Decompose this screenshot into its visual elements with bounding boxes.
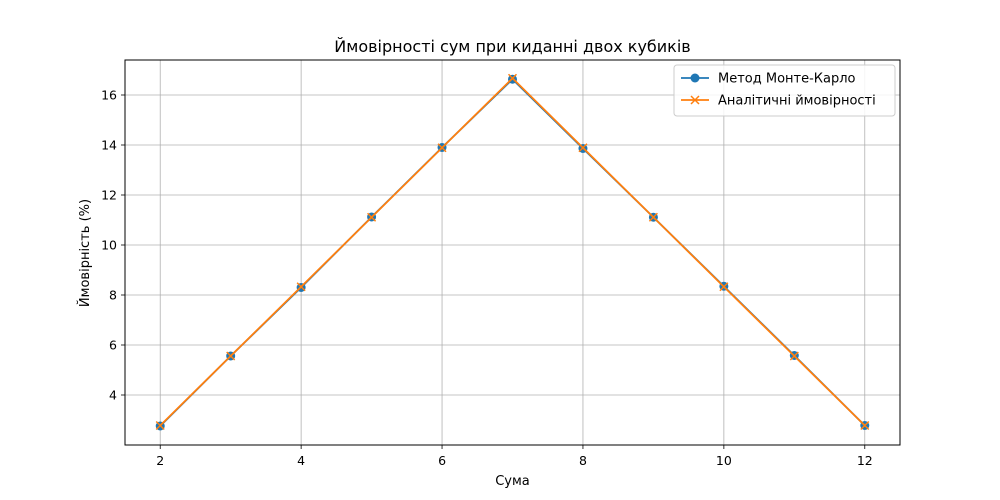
y-tick-label: 10 [101, 238, 117, 253]
series-1 [155, 73, 870, 431]
chart-title: Ймовірності сум при киданні двох кубиків [334, 37, 690, 56]
x-tick-label: 10 [716, 453, 732, 468]
legend-label-monte-carlo: Метод Монте-Карло [718, 72, 856, 87]
y-tick-label: 14 [101, 138, 117, 153]
data-point [578, 143, 588, 153]
data-point [507, 73, 518, 83]
y-tick-label: 16 [101, 88, 117, 103]
plot-frame [124, 59, 901, 446]
legend-frame [673, 64, 896, 117]
data-point [367, 212, 377, 222]
legend-marker-monte-carlo [690, 73, 700, 83]
x-tick-label: 6 [438, 453, 446, 468]
x-tick-label: 8 [579, 453, 587, 468]
x-tick-label: 12 [857, 453, 873, 468]
series-layer [155, 73, 870, 431]
data-point [437, 143, 447, 153]
data-point [296, 282, 306, 292]
grid [125, 60, 900, 445]
x-axis-label: Сума [495, 474, 530, 489]
y-tick-label: 12 [101, 188, 117, 203]
y-axis: 4 6 8 10 12 14 16 [101, 88, 125, 403]
legend-marker-analytic [690, 95, 700, 105]
y-tick-label: 4 [109, 388, 117, 403]
data-point [648, 212, 658, 222]
data-point [789, 351, 799, 361]
x-tick-label: 4 [297, 453, 305, 468]
x-tick-label: 2 [156, 453, 164, 468]
x-axis: 2 4 6 8 10 12 [156, 445, 873, 468]
data-point [226, 351, 236, 361]
data-point [719, 282, 729, 292]
y-axis-label: Ймовірність (%) [77, 199, 93, 307]
y-tick-label: 6 [109, 338, 117, 353]
data-point [155, 420, 165, 431]
y-tick-label: 8 [109, 288, 117, 303]
legend: Метод Монте-Карло Аналітичні ймовірності [673, 64, 896, 117]
legend-label-analytic: Аналітичні ймовірності [718, 94, 876, 109]
data-point [860, 420, 870, 431]
